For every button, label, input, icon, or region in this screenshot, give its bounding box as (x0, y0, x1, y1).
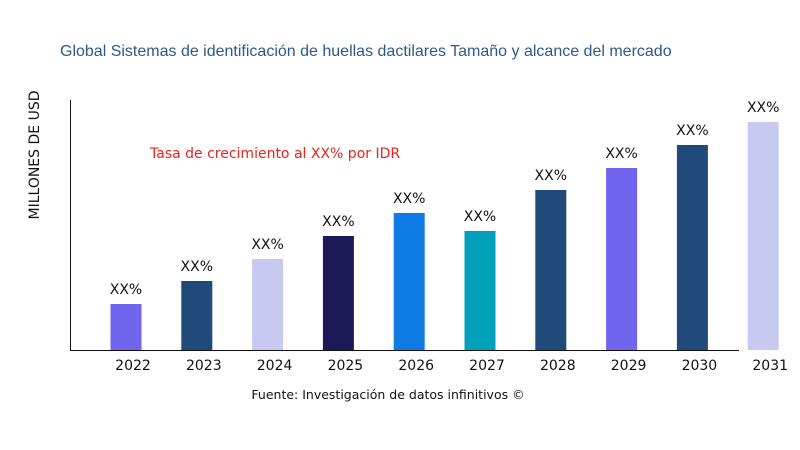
x-tick-label-2030: 2030 (682, 358, 718, 374)
data-label-2027: XX% (464, 209, 496, 225)
x-tick-label-2022: 2022 (115, 358, 151, 374)
bar-2026 (393, 213, 425, 350)
data-label-2026: XX% (393, 191, 425, 207)
x-tick-label-2028: 2028 (540, 358, 576, 374)
x-tick-label-2027: 2027 (469, 358, 505, 374)
data-label-2025: XX% (322, 214, 354, 230)
x-tick-label-2024: 2024 (257, 358, 293, 374)
bar-2024 (252, 259, 284, 350)
data-label-2024: XX% (251, 237, 283, 253)
chart-title: Global Sistemas de identificación de hue… (60, 43, 672, 60)
data-label-2031: XX% (747, 100, 779, 116)
bar-2022 (110, 304, 142, 350)
source-note: Fuente: Investigación de datos infinitiv… (251, 387, 525, 402)
x-tick-label-2029: 2029 (611, 358, 647, 374)
bar-2025 (322, 236, 354, 350)
bar-2028 (535, 190, 567, 350)
bar-2027 (464, 231, 496, 350)
bar-2029 (606, 168, 638, 350)
bar-2031 (747, 122, 779, 350)
data-label-2022: XX% (110, 282, 142, 298)
x-tick-label-2026: 2026 (398, 358, 434, 374)
bar-2023 (181, 281, 213, 350)
data-label-2029: XX% (605, 146, 637, 162)
data-label-2030: XX% (676, 123, 708, 139)
data-label-2028: XX% (535, 168, 567, 184)
data-label-2023: XX% (181, 259, 213, 275)
growth-rate-annotation: Tasa de crecimiento al XX% por IDR (150, 146, 401, 162)
x-tick-label-2031: 2031 (752, 358, 788, 374)
x-tick-label-2025: 2025 (328, 358, 364, 374)
bar-2030 (676, 145, 708, 350)
x-tick-label-2023: 2023 (186, 358, 222, 374)
